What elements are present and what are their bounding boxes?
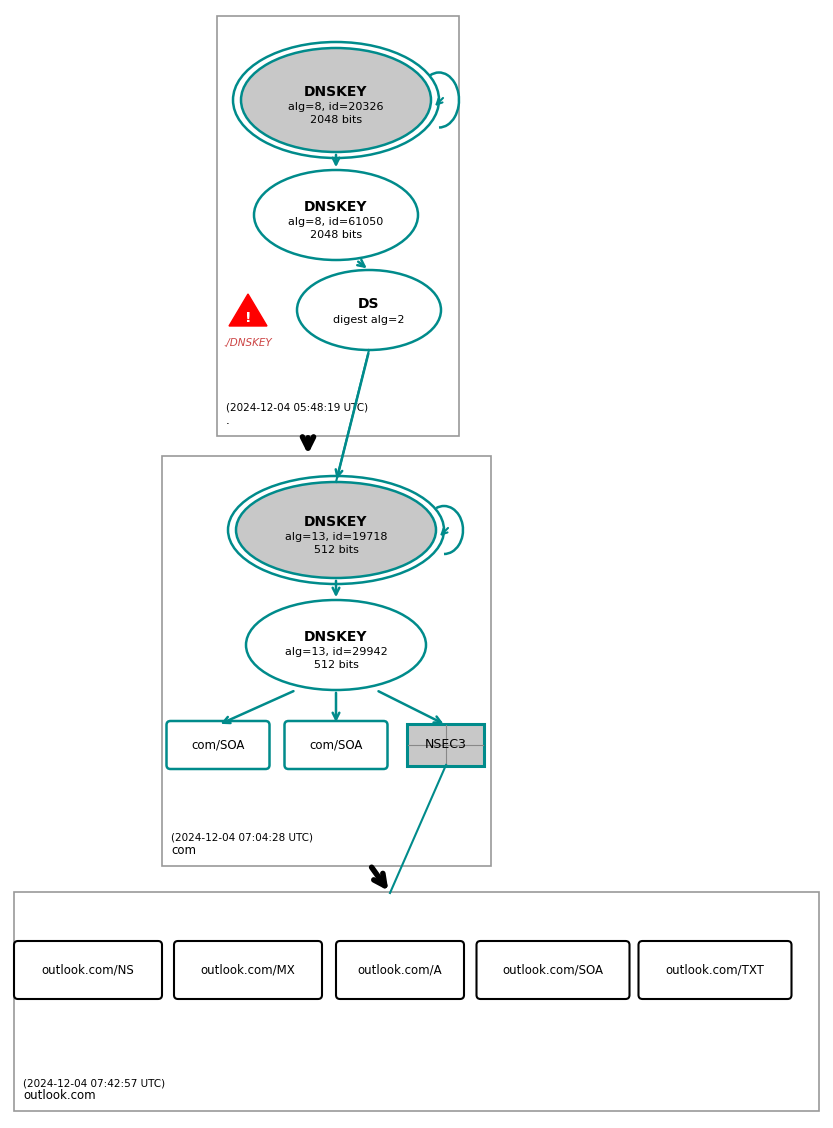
Text: com: com [171, 844, 196, 857]
FancyBboxPatch shape [174, 941, 322, 999]
Text: outlook.com/MX: outlook.com/MX [201, 963, 296, 977]
Ellipse shape [236, 482, 436, 578]
Text: (2024-12-04 07:04:28 UTC): (2024-12-04 07:04:28 UTC) [171, 832, 313, 843]
Text: DNSKEY: DNSKEY [304, 85, 367, 99]
FancyBboxPatch shape [407, 724, 485, 766]
FancyBboxPatch shape [14, 892, 819, 1111]
Text: outlook.com/SOA: outlook.com/SOA [502, 963, 603, 977]
Text: (2024-12-04 05:48:19 UTC): (2024-12-04 05:48:19 UTC) [226, 403, 368, 413]
Text: alg=13, id=19718: alg=13, id=19718 [285, 532, 387, 541]
Text: outlook.com/TXT: outlook.com/TXT [666, 963, 765, 977]
Text: (2024-12-04 07:42:57 UTC): (2024-12-04 07:42:57 UTC) [23, 1078, 165, 1089]
Text: 2048 bits: 2048 bits [310, 230, 362, 240]
Text: outlook.com/NS: outlook.com/NS [42, 963, 134, 977]
Ellipse shape [254, 170, 418, 259]
Ellipse shape [246, 600, 426, 690]
Text: 512 bits: 512 bits [313, 660, 358, 670]
FancyBboxPatch shape [162, 456, 491, 866]
Text: digest alg=2: digest alg=2 [333, 315, 405, 325]
Text: alg=13, id=29942: alg=13, id=29942 [285, 647, 387, 656]
Text: ./DNSKEY: ./DNSKEY [223, 338, 272, 349]
Text: outlook.com/A: outlook.com/A [357, 963, 442, 977]
FancyBboxPatch shape [336, 941, 464, 999]
Text: 512 bits: 512 bits [313, 545, 358, 555]
Text: com/SOA: com/SOA [192, 739, 245, 751]
FancyBboxPatch shape [217, 16, 459, 437]
Text: 2048 bits: 2048 bits [310, 115, 362, 125]
FancyBboxPatch shape [476, 941, 630, 999]
Polygon shape [229, 294, 267, 326]
Text: alg=8, id=61050: alg=8, id=61050 [288, 217, 384, 227]
FancyBboxPatch shape [639, 941, 791, 999]
Text: .: . [226, 414, 230, 428]
FancyBboxPatch shape [14, 941, 162, 999]
FancyBboxPatch shape [167, 721, 270, 769]
Ellipse shape [297, 270, 441, 350]
Text: NSEC3: NSEC3 [425, 739, 467, 751]
Text: outlook.com: outlook.com [23, 1089, 96, 1102]
Text: DNSKEY: DNSKEY [304, 200, 367, 214]
Text: com/SOA: com/SOA [309, 739, 362, 751]
Text: !: ! [245, 311, 252, 325]
FancyBboxPatch shape [285, 721, 387, 769]
Text: alg=8, id=20326: alg=8, id=20326 [288, 102, 384, 112]
Text: DNSKEY: DNSKEY [304, 515, 367, 529]
Ellipse shape [241, 49, 431, 152]
Text: DNSKEY: DNSKEY [304, 631, 367, 644]
Text: DS: DS [358, 297, 380, 311]
